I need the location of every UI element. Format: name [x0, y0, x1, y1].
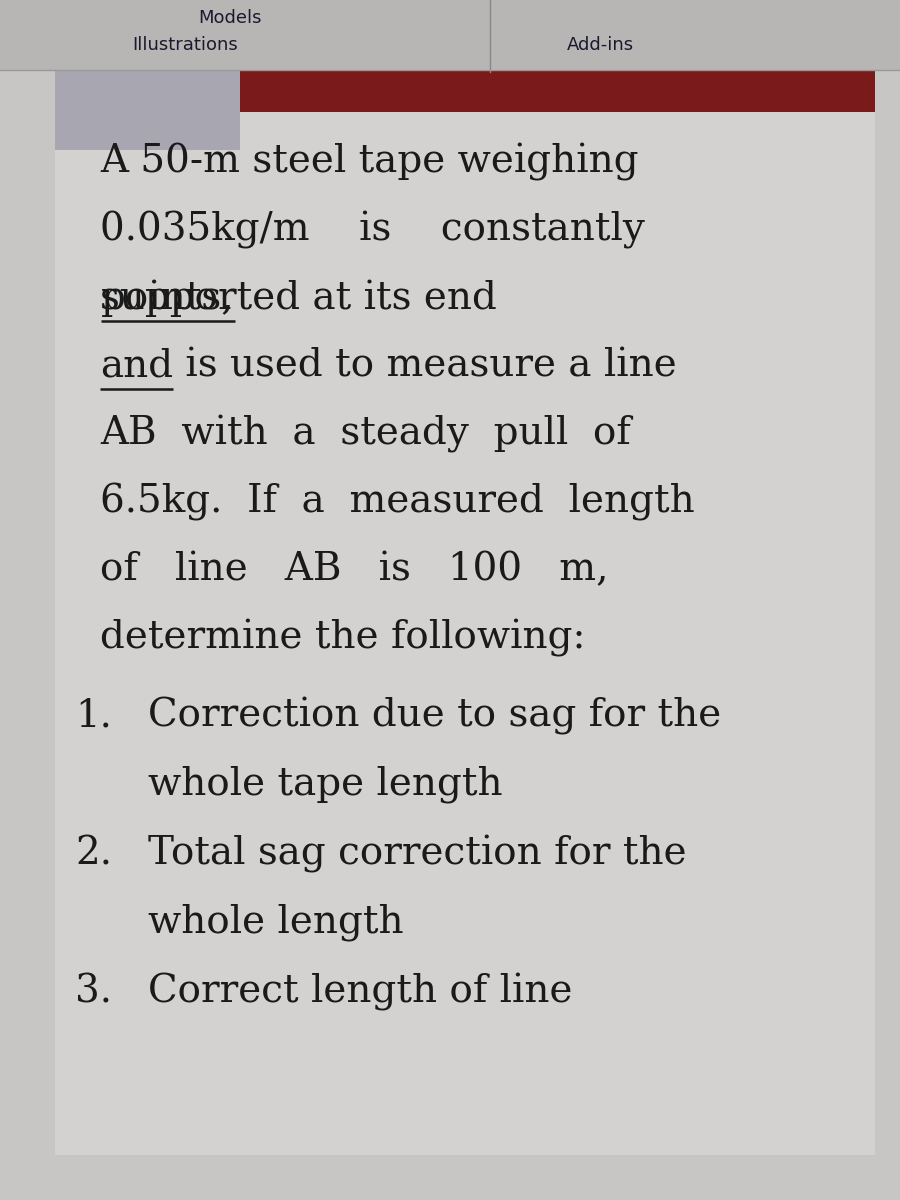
Text: Correction due to sag for the: Correction due to sag for the — [148, 697, 721, 734]
Bar — [0, 0, 900, 70]
Text: AB  with  a  steady  pull  of: AB with a steady pull of — [100, 415, 631, 452]
Text: A 50-m steel tape weighing: A 50-m steel tape weighing — [100, 143, 639, 181]
Text: 2.: 2. — [75, 835, 112, 872]
Text: and: and — [100, 348, 173, 384]
Text: whole tape length: whole tape length — [148, 766, 502, 803]
Text: is used to measure a line: is used to measure a line — [173, 348, 677, 384]
Text: Correct length of line: Correct length of line — [148, 973, 572, 1010]
Text: supported at its end: supported at its end — [100, 280, 509, 317]
Text: Total sag correction for the: Total sag correction for the — [148, 835, 687, 874]
Text: Models: Models — [198, 8, 262, 26]
Text: 3.: 3. — [75, 973, 112, 1010]
Text: points,: points, — [101, 280, 235, 317]
Text: Illustrations: Illustrations — [132, 36, 238, 54]
Text: 0.035kg/m    is    constantly: 0.035kg/m is constantly — [100, 211, 645, 248]
Text: 1.: 1. — [75, 697, 112, 734]
Bar — [55, 70, 240, 150]
Text: whole length: whole length — [148, 904, 403, 941]
Bar — [240, 70, 875, 112]
Text: of   line   AB   is   100   m,: of line AB is 100 m, — [100, 552, 608, 588]
Text: 6.5kg.  If  a  measured  length: 6.5kg. If a measured length — [100, 482, 695, 521]
Text: Add-ins: Add-ins — [566, 36, 634, 54]
Text: determine the following:: determine the following: — [100, 619, 586, 658]
